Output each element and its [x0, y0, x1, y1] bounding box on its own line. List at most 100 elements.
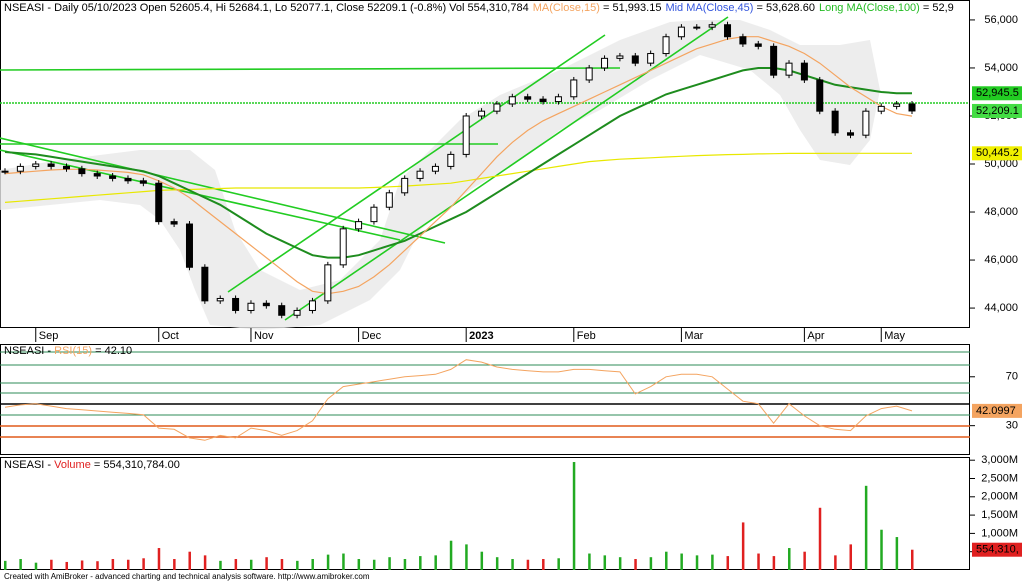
legend-name: Mid MA(Close,45) [665, 2, 753, 14]
candle [570, 79, 578, 98]
candle [662, 36, 670, 55]
candle [185, 223, 193, 268]
volume-bar [803, 551, 806, 570]
volume-bar [311, 559, 314, 570]
volume-bar [449, 540, 453, 570]
volume-bar [173, 559, 176, 570]
trend-line [284, 16, 729, 321]
candle [247, 302, 255, 311]
volume-bar [19, 559, 22, 570]
volume-bar [649, 557, 653, 570]
volume-bar [188, 551, 191, 570]
value-label: 42.0997 [976, 405, 1016, 417]
volume-bar [895, 537, 899, 570]
candle [155, 182, 163, 223]
volume-bar [618, 557, 622, 570]
volume-bar [419, 556, 422, 570]
candle [78, 168, 86, 175]
bollinger-band [0, 20, 880, 330]
line-series [4, 359, 913, 441]
candle [47, 163, 55, 167]
candle [278, 305, 286, 316]
volume-bar [588, 553, 591, 570]
candle [847, 132, 855, 136]
trend-line [0, 137, 446, 244]
candle [1, 170, 9, 173]
value-box [972, 403, 1022, 418]
candle [462, 115, 470, 155]
volume-bar [711, 554, 714, 570]
volume-bar [726, 556, 730, 570]
volume-bar [80, 560, 84, 570]
x-tick-label: Nov [254, 330, 274, 342]
candle [447, 153, 455, 167]
legend-name: MA(Close,15) [533, 2, 600, 14]
volume-bar [788, 548, 791, 570]
candle [647, 53, 655, 64]
rsi-header: NSEASI - RSI(15) = 42.10 [4, 345, 132, 357]
candle [339, 228, 347, 266]
candle [93, 173, 101, 177]
candle [862, 110, 870, 136]
candle [631, 55, 639, 64]
candle [385, 192, 393, 208]
line-series [4, 67, 913, 259]
candle [355, 221, 363, 230]
y-tick-label: 1,500M [981, 509, 1018, 521]
legend-name: Volume [54, 459, 91, 471]
x-tick-label: Mar [684, 330, 703, 342]
volume-bar [880, 529, 883, 570]
candle [554, 96, 562, 103]
header-text: NSEASI - Daily 05/10/2023 Open 52605.4, … [4, 2, 529, 14]
volume-bar [65, 561, 68, 570]
volume-bar [834, 555, 837, 570]
volume-bar [372, 559, 376, 570]
value-box [972, 146, 1022, 161]
line-series [4, 36, 913, 295]
price-header: NSEASI - Daily 05/10/2023 Open 52605.4, … [4, 2, 954, 14]
trend-line [0, 67, 621, 71]
x-tick-label: 2023 [469, 330, 493, 342]
volume-bar [557, 558, 560, 570]
candle [262, 302, 270, 307]
candle [908, 103, 916, 112]
x-tick-label: Dec [362, 330, 382, 342]
candle [785, 62, 793, 76]
candle [370, 206, 378, 223]
volume-bar [234, 559, 238, 570]
rsi-levels [0, 351, 970, 438]
footer: Created with AmiBroker - advanced charti… [4, 572, 370, 581]
volume-bar [864, 485, 868, 570]
candle [739, 36, 747, 45]
y-tick-label: 48,000 [984, 206, 1018, 218]
candle [201, 266, 209, 302]
value-box [972, 86, 1022, 101]
volume-bar [665, 551, 668, 570]
candle [693, 26, 701, 29]
candle [724, 24, 732, 38]
volume-bar [526, 559, 530, 570]
candle [877, 105, 885, 112]
candle [754, 43, 762, 47]
volume-bar [296, 560, 299, 570]
volume-bar [280, 559, 284, 570]
volume-bar [911, 549, 914, 570]
volume-bar [695, 555, 699, 570]
price-pane [0, 0, 970, 328]
value-box [972, 542, 1022, 557]
legend-name: Long MA(Close,100) [819, 2, 920, 14]
y-tick-label: 70 [1006, 371, 1018, 383]
legend-value: 52,9 [932, 2, 953, 14]
candle [831, 110, 839, 134]
rsi-pane [0, 344, 970, 455]
candle [293, 309, 301, 316]
candle [416, 170, 424, 179]
candle [124, 177, 132, 182]
header-text: NSEASI - [4, 345, 54, 357]
volume-bar [4, 560, 7, 570]
candle [16, 165, 24, 172]
volume-bar [495, 557, 499, 570]
candle [170, 221, 178, 225]
candle [677, 26, 685, 38]
